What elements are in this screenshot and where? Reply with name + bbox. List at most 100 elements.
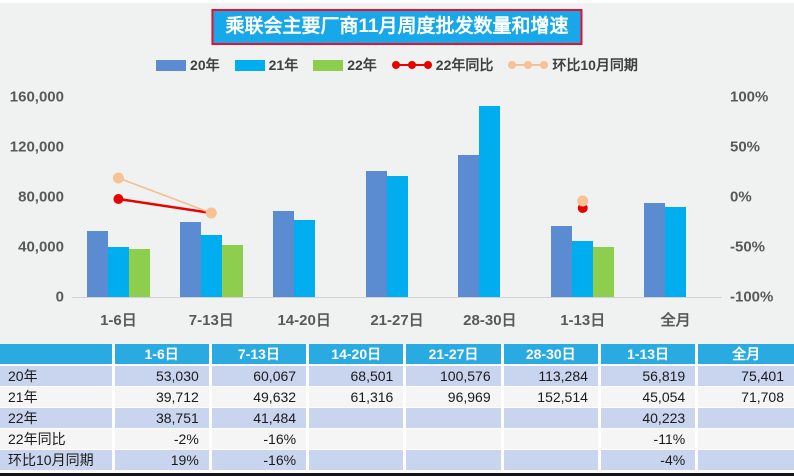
table-cell-4-1: -16% bbox=[210, 449, 310, 471]
marker-mom-oct-1 bbox=[205, 207, 217, 219]
bar-y22-1 bbox=[221, 245, 243, 297]
table-cell-0-1: 60,067 bbox=[210, 365, 310, 387]
bar-y21-1 bbox=[200, 234, 222, 297]
table-cell-2-2 bbox=[307, 407, 407, 429]
chart-panel: 乘联会主要厂商11月周度批发数量和增速 20年 21年 22年 22年同比 环比10月同… bbox=[0, 0, 794, 344]
bar-group-3 bbox=[351, 97, 444, 297]
table-row-label-4: 环比10月同期 bbox=[0, 449, 115, 471]
x-axis-label-0: 1-6日 bbox=[100, 312, 137, 329]
bar-y21-0 bbox=[107, 247, 129, 297]
table-header-cell-1: 1-6日 bbox=[113, 344, 212, 366]
table-row-3: 22年同比 -2% -16% -11% bbox=[0, 428, 794, 450]
table-cell-2-4 bbox=[502, 407, 601, 429]
y-axis-left-tick: 40,000 bbox=[18, 238, 64, 256]
y-axis-left-tick: 120,000 bbox=[9, 138, 64, 156]
table-cell-4-6 bbox=[696, 449, 794, 471]
table-row-label-3: 22年同比 bbox=[0, 428, 115, 450]
x-axis-label-4: 28-30日 bbox=[463, 312, 517, 329]
table-row-label-1: 21年 bbox=[0, 386, 115, 408]
bar-group-5 bbox=[536, 97, 629, 297]
chart-title: 乘联会主要厂商11月周度批发数量和增速 bbox=[211, 9, 583, 45]
bar-y20-1 bbox=[179, 221, 201, 297]
y-axis-left-tick: 80,000 bbox=[18, 188, 64, 206]
y-axis-left-tick: 0 bbox=[55, 288, 64, 306]
table-cell-4-5: -4% bbox=[599, 449, 699, 471]
legend-swatch-y21-icon bbox=[234, 59, 265, 71]
bar-groups bbox=[72, 97, 722, 297]
legend-item-mom-oct: 环比10月同期 bbox=[508, 55, 638, 75]
table-row-1: 21年 39,712 49,632 61,316 96,969 152,514 45,054… bbox=[0, 386, 794, 408]
table-header-cell-3: 14-20日 bbox=[307, 344, 407, 366]
table-cell-1-4: 152,514 bbox=[502, 386, 601, 408]
table-cell-3-6 bbox=[696, 428, 794, 450]
table-cell-0-6: 75,401 bbox=[696, 365, 794, 387]
table-cell-2-3 bbox=[404, 407, 504, 429]
table-cell-0-2: 68,501 bbox=[307, 365, 407, 387]
bar-group-4 bbox=[443, 97, 536, 297]
legend-item-y20: 20年 bbox=[156, 55, 220, 75]
legend-label-yoy22: 22年同比 bbox=[435, 57, 494, 73]
table-header-cell-7: 全月 bbox=[696, 344, 794, 366]
table-cell-3-1: -16% bbox=[210, 428, 310, 450]
y-axis-right-tick: 50% bbox=[730, 138, 761, 156]
bar-y21-5 bbox=[572, 240, 594, 297]
x-axis-label-6: 全月 bbox=[660, 312, 691, 329]
chart-area: 160,000 120,000 80,000 40,000 0 100% 50% 0% -50… bbox=[0, 89, 794, 306]
legend-swatch-y20-icon bbox=[156, 59, 187, 71]
bar-group-2 bbox=[258, 97, 351, 297]
y-axis-left-tick: 160,000 bbox=[9, 88, 64, 106]
bar-y21-3 bbox=[386, 175, 408, 297]
y-axis-right-tick: -100% bbox=[730, 288, 774, 306]
table-header-cell-2: 7-13日 bbox=[210, 344, 310, 366]
x-axis-label-5: 1-13日 bbox=[560, 312, 606, 329]
table-cell-1-0: 39,712 bbox=[113, 386, 212, 408]
table-cell-3-0: -2% bbox=[113, 428, 212, 450]
table-cell-1-1: 49,632 bbox=[210, 386, 310, 408]
legend-label-mom-oct: 环比10月同期 bbox=[552, 57, 638, 73]
table-cell-2-5: 40,223 bbox=[599, 407, 699, 429]
y-axis-right: 100% 50% 0% -50% -100% bbox=[724, 89, 794, 306]
bar-group-0 bbox=[72, 97, 165, 297]
bar-y20-5 bbox=[551, 225, 573, 297]
table-header: 1-6日 7-13日 14-20日 21-27日 28-30日 1-13日 全月 bbox=[0, 344, 794, 366]
table-cell-2-6 bbox=[696, 407, 794, 429]
data-table: 1-6日 7-13日 14-20日 21-27日 28-30日 1-13日 全月 20年 53… bbox=[0, 344, 794, 471]
table-cell-3-4 bbox=[502, 428, 601, 450]
table-header-cell-4: 21-27日 bbox=[404, 344, 504, 366]
bar-y22-5 bbox=[593, 246, 615, 297]
table-cell-1-2: 61,316 bbox=[307, 386, 407, 408]
table-header-cell-5: 28-30日 bbox=[502, 344, 601, 366]
legend-swatch-y22-icon bbox=[313, 59, 344, 71]
y-axis-right-tick: 100% bbox=[730, 88, 769, 106]
x-axis-label-1: 7-13日 bbox=[188, 312, 234, 329]
table-row-2: 22年 38,751 41,484 40,223 bbox=[0, 407, 794, 429]
data-table-section: 1-6日 7-13日 14-20日 21-27日 28-30日 1-13日 全月 20年 53… bbox=[0, 344, 794, 476]
bar-group-1 bbox=[165, 97, 258, 297]
bar-y20-6 bbox=[644, 202, 666, 297]
table-cell-2-1: 41,484 bbox=[210, 407, 310, 429]
bar-y20-2 bbox=[272, 211, 294, 297]
y-axis-right-tick: -50% bbox=[730, 238, 766, 256]
marker-mom-oct-5 bbox=[577, 195, 589, 207]
x-axis-label-2: 14-20日 bbox=[277, 312, 331, 329]
legend-label-y22: 22年 bbox=[347, 57, 377, 73]
table-cell-0-5: 56,819 bbox=[599, 365, 699, 387]
trend-segment-yoy22 bbox=[118, 197, 212, 215]
table-cell-1-5: 45,054 bbox=[599, 386, 699, 408]
table-cell-4-2 bbox=[307, 449, 407, 471]
legend-label-y21: 21年 bbox=[268, 57, 299, 73]
table-cell-1-6: 71,708 bbox=[696, 386, 794, 408]
table-cell-3-2 bbox=[307, 428, 407, 450]
table-cell-0-4: 113,284 bbox=[502, 365, 601, 387]
table-cell-0-0: 53,030 bbox=[113, 365, 212, 387]
table-row-4: 环比10月同期 19% -16% -4% bbox=[0, 449, 794, 471]
marker-mom-oct-0 bbox=[112, 172, 124, 184]
x-axis-labels: 1-6日 7-13日 14-20日 21-27日 28-30日 1-13日 全月 bbox=[72, 309, 722, 330]
table-cell-1-3: 96,969 bbox=[404, 386, 504, 408]
bar-group-6 bbox=[629, 97, 722, 297]
bar-y20-0 bbox=[86, 230, 108, 297]
trend-segment-mom-oct bbox=[118, 177, 212, 214]
legend-swatch-mom-oct-icon bbox=[508, 59, 549, 71]
trend-lines bbox=[112, 172, 589, 219]
y-axis-right-tick: 0% bbox=[730, 188, 752, 206]
